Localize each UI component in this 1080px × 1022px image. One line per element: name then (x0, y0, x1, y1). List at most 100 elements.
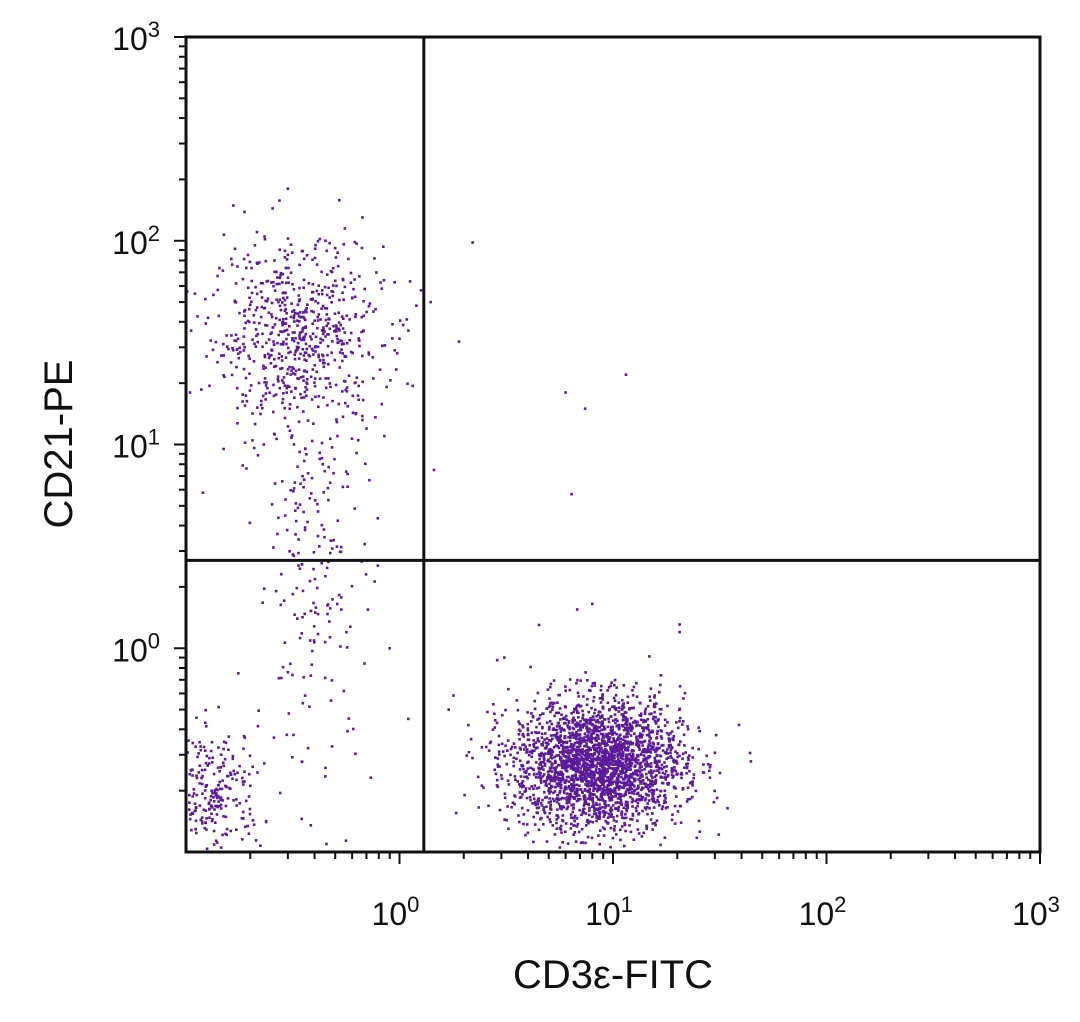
data-point (620, 772, 623, 776)
data-point (683, 691, 687, 695)
data-point (545, 721, 549, 724)
data-point (645, 760, 648, 764)
data-point (609, 779, 612, 783)
data-point (498, 765, 501, 768)
data-point (597, 746, 600, 749)
data-point (298, 337, 302, 340)
data-point (537, 717, 541, 720)
y-tick-label: 100 (112, 628, 160, 668)
data-point (216, 360, 219, 364)
data-point (521, 743, 524, 747)
data-point (551, 824, 555, 827)
data-point (331, 598, 334, 601)
data-point (578, 738, 582, 742)
data-point (637, 743, 641, 747)
data-point (564, 689, 567, 693)
data-point (572, 736, 576, 739)
data-point (691, 746, 694, 750)
data-point (737, 723, 741, 727)
data-point (528, 773, 531, 776)
data-point (586, 789, 590, 792)
data-point (543, 738, 546, 741)
data-point (642, 758, 646, 762)
data-point (632, 783, 635, 787)
data-point (296, 324, 299, 327)
data-point (610, 758, 614, 761)
data-point (342, 317, 345, 320)
data-point (354, 381, 357, 384)
data-point (503, 792, 507, 796)
data-point (561, 745, 565, 748)
data-point (584, 783, 587, 787)
data-point (203, 826, 207, 830)
data-point (578, 725, 582, 728)
data-point (610, 808, 614, 812)
data-point (633, 732, 636, 735)
data-point (329, 551, 332, 555)
data-point (590, 780, 593, 784)
data-point (299, 331, 302, 334)
data-point (560, 740, 564, 743)
data-point (575, 725, 579, 728)
data-point (595, 807, 598, 811)
data-point (304, 342, 308, 346)
data-point (629, 768, 632, 771)
data-point (586, 718, 590, 722)
data-point (614, 807, 617, 811)
data-point (568, 749, 571, 752)
data-point (272, 432, 276, 436)
data-point (467, 750, 471, 754)
data-point (621, 704, 624, 708)
data-point (512, 742, 516, 745)
data-point (663, 836, 667, 839)
data-point (621, 742, 624, 746)
data-point (534, 747, 538, 750)
data-point (596, 750, 600, 754)
data-point (615, 833, 618, 836)
data-point (579, 723, 583, 727)
data-point (407, 717, 410, 721)
data-point (308, 639, 312, 642)
data-point (294, 336, 297, 340)
data-point (541, 726, 544, 730)
data-point (610, 681, 613, 684)
data-point (521, 726, 525, 729)
data-point (561, 747, 565, 751)
data-point (598, 726, 601, 729)
data-point (534, 803, 538, 807)
data-point (322, 491, 325, 494)
data-point (212, 800, 216, 803)
data-point (540, 804, 544, 807)
data-point (227, 347, 230, 351)
data-point (593, 773, 596, 777)
data-point (603, 813, 606, 817)
data-point (713, 751, 717, 755)
data-point (315, 586, 319, 590)
data-point (297, 357, 301, 360)
data-point (210, 812, 213, 816)
data-point (583, 796, 586, 800)
data-point (341, 359, 344, 363)
data-point (294, 369, 298, 373)
data-point (589, 717, 592, 720)
data-point (573, 831, 577, 834)
data-point (272, 284, 275, 288)
data-point (613, 705, 616, 708)
data-point (660, 737, 664, 740)
data-point (548, 776, 551, 780)
data-point (283, 298, 287, 302)
data-point (568, 725, 571, 729)
data-point (646, 745, 650, 749)
data-point (603, 802, 606, 805)
data-point (317, 353, 320, 357)
data-point (297, 294, 301, 297)
data-point (549, 803, 552, 806)
data-point (636, 787, 639, 790)
data-point (512, 756, 516, 760)
data-point (545, 745, 548, 748)
data-point (596, 788, 600, 791)
data-point (599, 764, 602, 768)
data-point (224, 804, 228, 808)
data-point (577, 734, 581, 737)
data-point (324, 318, 328, 322)
